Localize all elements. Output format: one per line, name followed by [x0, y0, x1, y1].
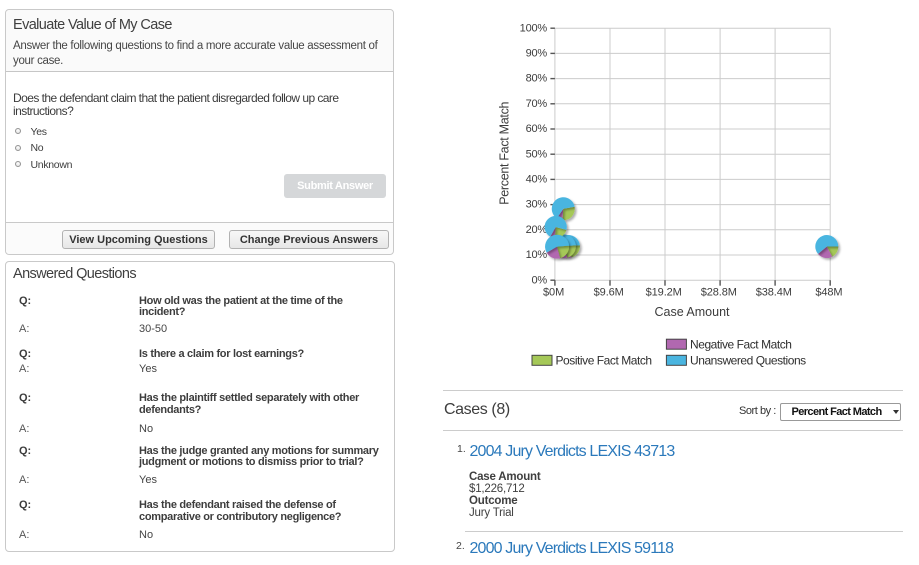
svg-text:100%: 100%	[520, 22, 548, 34]
svg-text:20%: 20%	[526, 224, 548, 236]
svg-text:70%: 70%	[526, 98, 548, 110]
svg-text:$9.6M: $9.6M	[594, 287, 624, 299]
svg-text:30%: 30%	[526, 199, 548, 211]
svg-text:$19.2M: $19.2M	[646, 287, 682, 299]
svg-text:60%: 60%	[526, 123, 548, 135]
svg-text:0%: 0%	[532, 274, 548, 286]
svg-text:90%: 90%	[526, 48, 548, 60]
svg-text:Positive Fact Match: Positive Fact Match	[556, 354, 652, 368]
svg-text:$0M: $0M	[543, 287, 564, 299]
svg-text:40%: 40%	[526, 174, 548, 186]
svg-text:$38.4M: $38.4M	[756, 287, 792, 299]
svg-text:Percent Fact Match: Percent Fact Match	[498, 101, 512, 204]
svg-text:Negative Fact Match: Negative Fact Match	[690, 338, 792, 352]
svg-text:$48M: $48M	[815, 287, 842, 299]
svg-text:Case Amount: Case Amount	[654, 305, 730, 319]
svg-text:$28.8M: $28.8M	[701, 287, 737, 299]
svg-text:10%: 10%	[526, 249, 548, 261]
svg-text:80%: 80%	[526, 73, 548, 85]
svg-text:Unanswered Questions: Unanswered Questions	[690, 354, 806, 368]
svg-text:50%: 50%	[526, 148, 548, 160]
